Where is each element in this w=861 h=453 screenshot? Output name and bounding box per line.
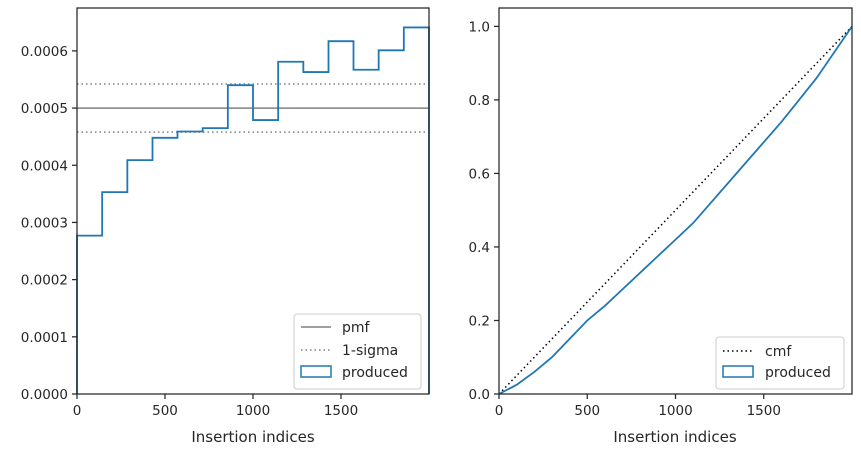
y-tick-label: 0.6: [469, 166, 490, 182]
legend-produced-label-right: produced: [765, 365, 831, 381]
y-tick-label: 1.0: [469, 19, 490, 35]
right-legend-box: [715, 336, 845, 390]
x-tick-label: 1000: [658, 403, 692, 419]
y-tick-label: 0.0: [469, 387, 490, 403]
y-tick-label: 0.0000: [21, 387, 68, 403]
x-tick-label: 500: [152, 403, 178, 419]
right-y-ticks: 0.0 0.2 0.4 0.6 0.8 1.0: [469, 19, 499, 403]
produced-series: [498, 25, 853, 395]
x-tick-label: 1500: [747, 403, 781, 419]
y-tick-label: 0.0005: [21, 101, 68, 117]
y-tick-label: 0.0002: [21, 273, 68, 289]
x-tick-label: 0: [73, 403, 82, 419]
y-tick-label: 0.0004: [21, 158, 68, 174]
right-chart: 0 500 1000 1500 0.0 0.2 0.4 0.6 0.8 1.0 Insertio…: [469, 7, 853, 446]
legend-produced-swatch-right: [722, 365, 754, 378]
left-chart: 0 500 1000 1500 0.00000.00010.00020.00030.0…: [21, 7, 430, 446]
left-y-ticks: 0.0000 0.0001 0.0002 0.0003 0.0004 0.0005 0.00…: [21, 44, 77, 403]
x-tick-label: 1000: [236, 403, 270, 419]
left-plot-area: [76, 26, 430, 394]
y-tick-label: 0.8: [469, 93, 490, 109]
y-tick-label: 0.0001: [21, 330, 68, 346]
y-tick-label: 0.2: [469, 313, 490, 329]
y-tick-label: 0.0003: [21, 215, 68, 231]
legend-produced-label: produced: [342, 365, 408, 381]
right-axes-frame: [498, 7, 853, 395]
right-plot-area: [498, 25, 853, 395]
right-x-ticks: 0 500 1000 1500: [495, 394, 781, 419]
left-legend-box: [293, 313, 422, 390]
right-x-axis-label: Insertion indices: [613, 428, 736, 446]
legend-pmf-label: pmf: [342, 320, 371, 336]
legend-produced-swatch: [300, 365, 332, 378]
left-x-ticks: 0 500 1000 1500: [73, 394, 358, 419]
left-x-axis-label: Insertion indices: [191, 428, 314, 446]
x-tick-label: 0: [495, 403, 504, 419]
y-tick-label: 0.0006: [21, 44, 68, 60]
x-tick-label: 1500: [324, 403, 358, 419]
legend-cmf-label: cmf: [765, 344, 792, 360]
legend-1-sigma-label: 1-sigma: [342, 343, 398, 359]
y-tick-label: 0.4: [469, 240, 490, 256]
left-legend: pmf 1-sigma produced: [293, 313, 422, 390]
right-legend: cmf produced: [715, 336, 845, 390]
produced-series: [76, 26, 430, 394]
x-tick-label: 500: [574, 403, 600, 419]
